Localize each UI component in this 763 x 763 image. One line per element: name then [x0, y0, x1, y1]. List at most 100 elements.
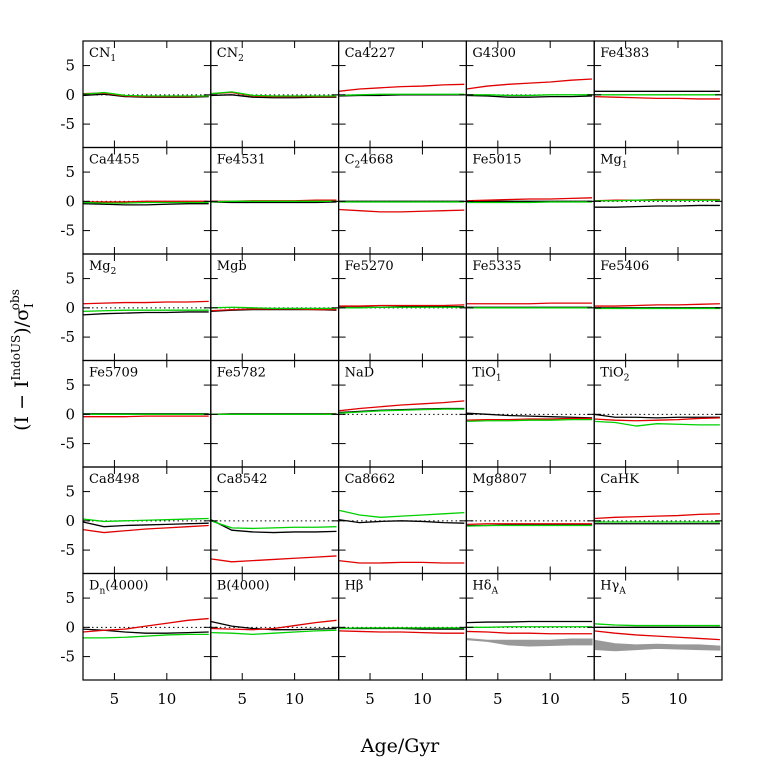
- panel-title-sub: 1: [110, 54, 116, 64]
- panel-title: Ca8662: [345, 472, 396, 487]
- data-line: [466, 620, 593, 624]
- data-line: [338, 408, 465, 414]
- data-line: [466, 523, 593, 525]
- panel-title-text: Ca4227: [345, 46, 396, 61]
- x-axis-label: Age/Gyr: [360, 735, 440, 757]
- panel-title: Ca4227: [345, 46, 396, 61]
- data-line: [338, 509, 465, 518]
- x-tick-label: 10: [668, 690, 687, 708]
- panel-title: Fe5270: [345, 259, 394, 274]
- data-line: [338, 630, 465, 634]
- panel-title: Hβ: [345, 579, 364, 594]
- data-line: [594, 623, 720, 627]
- y-tick-label: 0: [65, 618, 75, 636]
- panel-title-text: Mg8807: [472, 472, 527, 487]
- data-line: [466, 302, 593, 305]
- panel-title: HδA: [472, 579, 498, 597]
- panel-title-text: Mg: [600, 153, 622, 168]
- panel-title-sub: n: [99, 587, 105, 597]
- panel-title: Fe5709: [89, 366, 138, 381]
- panel-frame: [593, 572, 723, 681]
- data-line: [210, 91, 337, 97]
- panel-title-text: (4000): [105, 579, 148, 594]
- panel-title: C24668: [345, 153, 394, 171]
- panel-title: CaHK: [600, 472, 639, 487]
- panel-title-sub: 2: [355, 161, 361, 171]
- x-tick-label: 10: [541, 690, 560, 708]
- panel-title: G4300: [472, 46, 515, 61]
- data-line: [82, 309, 209, 312]
- panel-title-text: CaHK: [600, 472, 639, 487]
- y-tick-label: 0: [65, 512, 75, 530]
- panel-title-text: G4300: [472, 46, 515, 61]
- data-line: [466, 412, 593, 419]
- data-line: [210, 620, 337, 631]
- y-tick-label: 5: [65, 57, 75, 75]
- data-line: [466, 417, 593, 421]
- y-tick-label: -5: [60, 328, 75, 346]
- y-tick-label: 5: [65, 163, 75, 181]
- data-line: [210, 200, 337, 203]
- x-tick-label: 5: [237, 690, 247, 708]
- panel-title-text: Hγ: [600, 579, 619, 594]
- data-line: [466, 201, 593, 204]
- panel-title-text: Fe5015: [472, 153, 521, 168]
- data-line: [338, 627, 465, 630]
- y-label-part: )/σ: [11, 308, 33, 335]
- panel-title-text: Fe5335: [472, 259, 521, 274]
- panel-title-text: Mg: [89, 259, 111, 274]
- data-line: [82, 617, 209, 633]
- y-label-part: (I − I: [11, 380, 33, 430]
- data-line: [82, 521, 209, 528]
- panel-title: Mg1: [600, 153, 627, 171]
- data-line: [210, 629, 337, 636]
- panel-title: Ca4455: [89, 153, 140, 168]
- data-line: [594, 417, 720, 422]
- data-line: [338, 208, 465, 213]
- band: [465, 637, 593, 647]
- data-line: [466, 626, 593, 628]
- panel-title: HγA: [600, 579, 626, 597]
- panel-title-text: Fe4383: [600, 46, 649, 61]
- data-line: [338, 93, 465, 97]
- data-line: [338, 400, 465, 412]
- panel-title: TiO1: [472, 366, 501, 384]
- y-label-sup: IndoUS: [9, 335, 23, 381]
- data-line: [210, 519, 337, 534]
- panel-title-text: Fe5782: [217, 366, 266, 381]
- y-axis-label: (I − IIndoUS)/σIobs: [8, 289, 36, 431]
- data-line: [338, 559, 465, 564]
- data-line: [594, 513, 720, 520]
- x-tick-label: 10: [157, 690, 176, 708]
- data-line: [594, 199, 720, 202]
- panel-title: NaD: [345, 366, 375, 381]
- y-tick-label: -5: [60, 222, 75, 240]
- data-line: [210, 520, 337, 530]
- panel-title: CN1: [89, 46, 116, 64]
- data-line: [82, 300, 209, 305]
- panel-title: CN2: [217, 46, 244, 64]
- panel-title-sub: 1: [622, 161, 628, 171]
- band: [593, 639, 721, 652]
- panel-title: Mgb: [217, 259, 247, 274]
- panel-title: Fe5015: [472, 153, 521, 168]
- data-line: [338, 519, 465, 524]
- panel-title-text: Ca8662: [345, 472, 396, 487]
- y-tick-label: -5: [60, 648, 75, 666]
- panel-title-text: CN: [217, 46, 238, 61]
- x-tick-label: 10: [285, 690, 304, 708]
- panel-title-text: Fe4531: [217, 153, 266, 168]
- data-line: [466, 524, 593, 527]
- data-line: [210, 306, 337, 310]
- data-line: [466, 630, 593, 635]
- panel-title-text: 4668: [360, 153, 393, 168]
- y-tick-label: 5: [65, 483, 75, 501]
- panel-title-text: NaD: [345, 366, 375, 381]
- y-label-sup: obs: [8, 289, 22, 310]
- data-line: [83, 200, 209, 203]
- panel-title-sub: 1: [496, 374, 502, 384]
- panel-title-text: B(4000): [217, 579, 270, 594]
- panel-title-text: Ca4455: [89, 153, 140, 168]
- data-line: [466, 197, 593, 202]
